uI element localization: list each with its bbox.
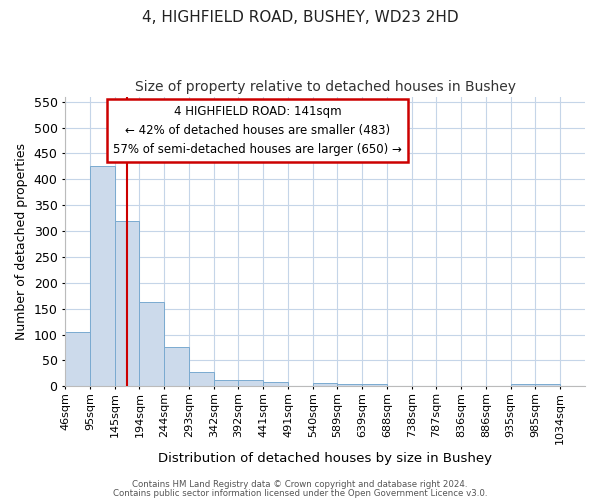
Bar bbox=[139, 302, 164, 386]
Bar bbox=[238, 380, 263, 386]
Bar bbox=[115, 220, 139, 386]
Text: 4 HIGHFIELD ROAD: 141sqm
← 42% of detached houses are smaller (483)
57% of semi-: 4 HIGHFIELD ROAD: 141sqm ← 42% of detach… bbox=[113, 105, 402, 156]
Text: Contains public sector information licensed under the Open Government Licence v3: Contains public sector information licen… bbox=[113, 489, 487, 498]
Bar bbox=[164, 348, 189, 386]
Bar bbox=[337, 384, 362, 386]
Text: 4, HIGHFIELD ROAD, BUSHEY, WD23 2HD: 4, HIGHFIELD ROAD, BUSHEY, WD23 2HD bbox=[142, 10, 458, 25]
Text: Contains HM Land Registry data © Crown copyright and database right 2024.: Contains HM Land Registry data © Crown c… bbox=[132, 480, 468, 489]
Bar bbox=[189, 372, 214, 386]
Title: Size of property relative to detached houses in Bushey: Size of property relative to detached ho… bbox=[134, 80, 515, 94]
Bar bbox=[65, 332, 90, 386]
Y-axis label: Number of detached properties: Number of detached properties bbox=[15, 143, 28, 340]
Bar bbox=[362, 384, 387, 386]
Bar bbox=[535, 384, 560, 386]
X-axis label: Distribution of detached houses by size in Bushey: Distribution of detached houses by size … bbox=[158, 452, 492, 465]
Bar bbox=[263, 382, 288, 386]
Bar bbox=[90, 166, 115, 386]
Bar bbox=[214, 380, 238, 386]
Bar bbox=[313, 383, 337, 386]
Bar bbox=[511, 384, 535, 386]
